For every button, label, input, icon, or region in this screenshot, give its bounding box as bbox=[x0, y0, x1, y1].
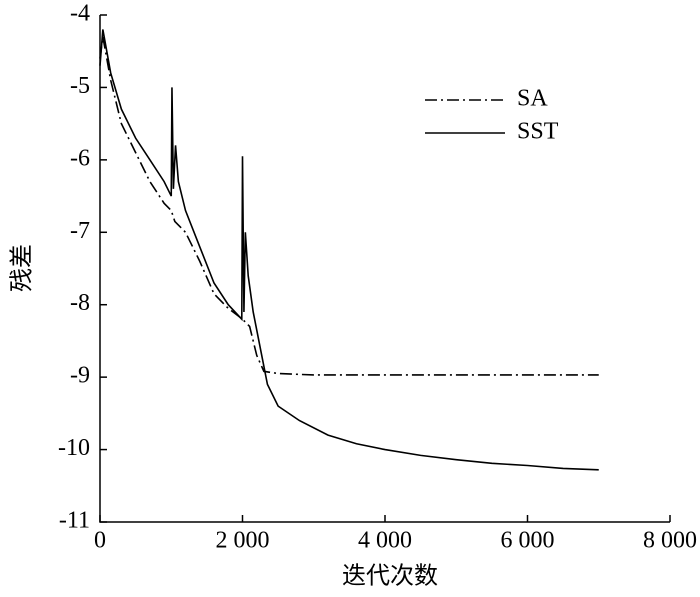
y-tick-label: -11 bbox=[59, 508, 90, 534]
y-tick-label: -6 bbox=[70, 145, 90, 171]
axes bbox=[99, 15, 670, 523]
y-axis-title: 残差 bbox=[9, 244, 36, 292]
y-tick-label: -10 bbox=[58, 435, 90, 461]
legend-label: SA bbox=[517, 86, 548, 112]
x-tick-label: 0 bbox=[94, 528, 106, 554]
series-line bbox=[99, 36, 599, 376]
y-tick-label: -7 bbox=[70, 218, 90, 244]
x-tick-label: 8 000 bbox=[643, 528, 697, 554]
x-axis-title: 迭代次数 bbox=[342, 563, 438, 590]
y-tick-label: -5 bbox=[70, 73, 90, 99]
x-tick-label: 2 000 bbox=[216, 528, 270, 554]
x-tick-label: 4 000 bbox=[358, 528, 412, 554]
y-tick-label: -4 bbox=[70, 1, 90, 27]
series-line bbox=[99, 29, 599, 471]
y-tick-label: -9 bbox=[70, 363, 90, 389]
x-tick-label: 6 000 bbox=[501, 528, 555, 554]
legend-label: SST bbox=[517, 119, 559, 145]
y-tick-label: -8 bbox=[70, 290, 90, 316]
